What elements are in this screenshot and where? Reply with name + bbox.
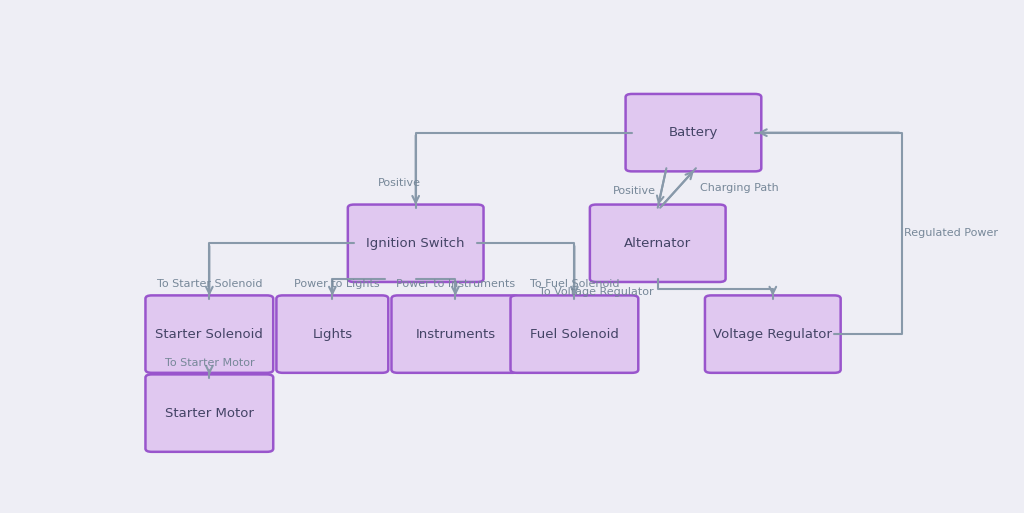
Text: Positive: Positive bbox=[612, 186, 655, 196]
FancyBboxPatch shape bbox=[626, 94, 761, 171]
Text: Power to Instruments: Power to Instruments bbox=[396, 279, 515, 289]
Text: Alternator: Alternator bbox=[625, 237, 691, 250]
Text: Fuel Solenoid: Fuel Solenoid bbox=[530, 328, 618, 341]
Text: Starter Solenoid: Starter Solenoid bbox=[156, 328, 263, 341]
FancyBboxPatch shape bbox=[348, 205, 483, 282]
Text: Lights: Lights bbox=[312, 328, 352, 341]
Text: Positive: Positive bbox=[378, 178, 421, 188]
Text: Voltage Regulator: Voltage Regulator bbox=[714, 328, 833, 341]
FancyBboxPatch shape bbox=[511, 295, 638, 373]
FancyBboxPatch shape bbox=[590, 205, 726, 282]
FancyBboxPatch shape bbox=[391, 295, 519, 373]
Text: To Voltage Regulator: To Voltage Regulator bbox=[539, 287, 653, 297]
FancyBboxPatch shape bbox=[276, 295, 388, 373]
FancyBboxPatch shape bbox=[145, 295, 273, 373]
Text: To Starter Motor: To Starter Motor bbox=[165, 358, 254, 368]
FancyBboxPatch shape bbox=[705, 295, 841, 373]
Text: Power to Lights: Power to Lights bbox=[294, 279, 379, 289]
Text: Starter Motor: Starter Motor bbox=[165, 407, 254, 420]
FancyBboxPatch shape bbox=[145, 374, 273, 452]
Text: To Starter Solenoid: To Starter Solenoid bbox=[157, 279, 262, 289]
Text: Regulated Power: Regulated Power bbox=[904, 228, 998, 239]
Text: Ignition Switch: Ignition Switch bbox=[367, 237, 465, 250]
Text: Charging Path: Charging Path bbox=[699, 183, 778, 193]
Text: Instruments: Instruments bbox=[416, 328, 496, 341]
Text: To Fuel Solenoid: To Fuel Solenoid bbox=[529, 279, 620, 289]
Text: Battery: Battery bbox=[669, 126, 718, 139]
